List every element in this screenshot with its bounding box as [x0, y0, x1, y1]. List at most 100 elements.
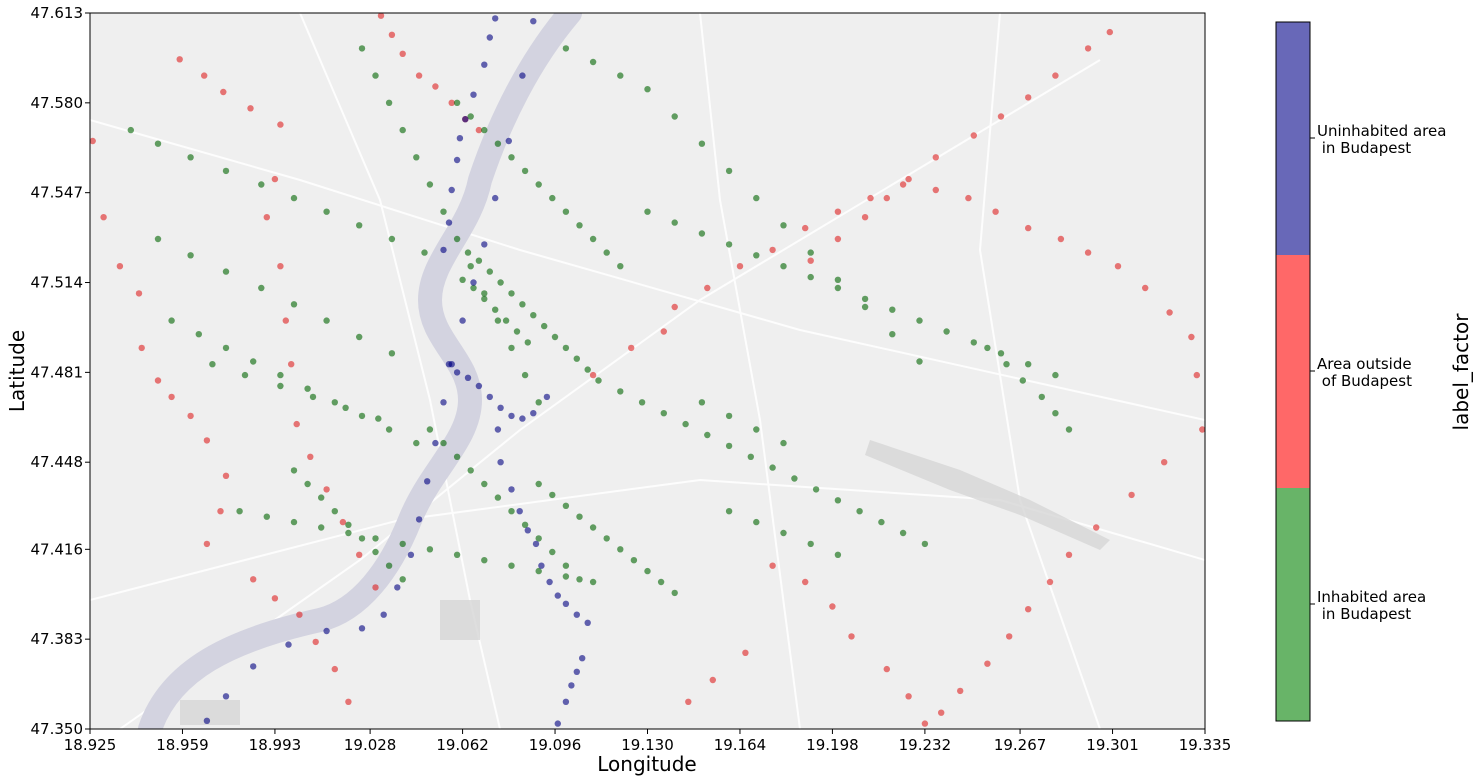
uninhabited-area-in-budapest-point: [519, 415, 526, 422]
inhabited-area-in-budapest-point: [508, 290, 515, 297]
inhabited-area-in-budapest-point: [524, 339, 531, 346]
uninhabited-area-in-budapest-point: [415, 516, 423, 523]
inhabited-area-in-budapest-point: [241, 371, 249, 379]
inhabited-area-in-budapest-point: [309, 393, 317, 401]
area-outside-of-budapest-point: [802, 224, 809, 232]
area-outside-of-budapest-point: [736, 263, 744, 270]
inhabited-area-in-budapest-point: [704, 431, 711, 439]
inhabited-area-in-budapest-point: [508, 154, 515, 161]
area-outside-of-budapest-point: [628, 344, 635, 352]
inhabited-area-in-budapest-point: [834, 551, 842, 558]
inhabited-area-in-budapest-point: [399, 576, 406, 583]
y-tick-label: 47.448: [31, 453, 84, 471]
area-outside-of-budapest-point: [307, 453, 314, 460]
inhabited-area-in-budapest-point: [508, 508, 515, 515]
inhabited-area-in-budapest-point: [1019, 377, 1026, 384]
inhabited-area-in-budapest-point: [589, 524, 597, 531]
y-tick-label: 47.416: [31, 540, 84, 558]
inhabited-area-in-budapest-point: [440, 208, 447, 215]
inhabited-area-in-budapest-point: [638, 399, 646, 406]
area-outside-of-budapest-point: [203, 437, 211, 444]
area-outside-of-budapest-point: [217, 508, 224, 515]
inhabited-area-in-budapest-point: [453, 453, 461, 460]
inhabited-area-in-budapest-point: [970, 339, 977, 346]
area-outside-of-budapest-point: [135, 290, 143, 297]
inhabited-area-in-budapest-point: [535, 567, 542, 575]
inhabited-area-in-budapest-point: [549, 491, 556, 499]
area-outside-of-budapest-point: [921, 720, 929, 727]
area-outside-of-budapest-point: [271, 175, 279, 183]
area-outside-of-budapest-point: [154, 377, 162, 384]
area-outside-of-budapest-point: [116, 263, 124, 270]
inhabited-area-in-budapest-point: [671, 219, 678, 226]
area-outside-of-budapest-point: [905, 693, 912, 700]
area-outside-of-budapest-point: [277, 121, 284, 128]
inhabited-area-in-budapest-point: [372, 548, 379, 556]
inhabited-area-in-budapest-point: [834, 276, 842, 283]
area-outside-of-budapest-point: [288, 361, 295, 368]
inhabited-area-in-budapest-point: [467, 263, 474, 270]
uninhabited-area-in-budapest-point: [543, 393, 551, 401]
area-outside-of-budapest-point: [222, 472, 230, 479]
inhabited-area-in-budapest-point: [657, 578, 665, 586]
inhabited-area-in-budapest-point: [187, 252, 194, 259]
uninhabited-area-in-budapest-point: [470, 279, 477, 286]
inhabited-area-in-budapest-point: [290, 194, 298, 202]
area-outside-of-budapest-point: [271, 595, 279, 602]
inhabited-area-in-budapest-point: [222, 344, 230, 352]
inhabited-area-in-budapest-point: [997, 350, 1005, 357]
uninhabited-area-in-budapest-point: [445, 219, 453, 226]
uninhabited-area-in-budapest-point: [573, 668, 580, 675]
inhabited-area-in-budapest-point: [603, 249, 610, 256]
inhabited-area-in-budapest-point: [290, 467, 298, 474]
uninhabited-area-in-budapest-point: [358, 625, 366, 632]
inhabited-area-in-budapest-point: [521, 167, 529, 175]
inhabited-area-in-budapest-point: [399, 540, 406, 548]
area-outside-of-budapest-point: [1142, 284, 1149, 292]
area-outside-of-budapest-point: [769, 562, 776, 569]
inhabited-area-in-budapest-point: [753, 194, 760, 202]
area-outside-of-budapest-point: [448, 99, 455, 107]
inhabited-area-in-budapest-point: [943, 328, 950, 335]
area-outside-of-budapest-point: [905, 175, 912, 183]
area-outside-of-budapest-point: [899, 181, 907, 188]
x-tick-label: 19.164: [714, 736, 767, 754]
uninhabited-area-in-budapest-point: [486, 393, 493, 401]
inhabited-area-in-budapest-point: [304, 385, 311, 392]
inhabited-area-in-budapest-point: [304, 480, 311, 488]
area-outside-of-budapest-point: [957, 687, 964, 695]
inhabited-area-in-budapest-point: [562, 45, 570, 52]
inhabited-area-in-budapest-point: [878, 518, 885, 526]
inhabited-area-in-budapest-point: [780, 263, 787, 270]
y-tick-label: 47.514: [31, 274, 84, 292]
uninhabited-area-in-budapest-point: [532, 540, 540, 548]
inhabited-area-in-budapest-point: [889, 306, 896, 313]
colorbar-label-outside: Area outside of Budapest: [1317, 355, 1416, 390]
uninhabited-area-in-budapest-point: [424, 478, 431, 485]
inhabited-area-in-budapest-point: [464, 249, 472, 256]
uninhabited-area-in-budapest-point: [459, 317, 466, 324]
inhabited-area-in-budapest-point: [513, 328, 521, 335]
inhabited-area-in-budapest-point: [671, 113, 678, 120]
inhabited-area-in-budapest-point: [209, 361, 216, 368]
inhabited-area-in-budapest-point: [535, 535, 542, 542]
inhabited-area-in-budapest-point: [358, 535, 366, 542]
inhabited-area-in-budapest-point: [589, 58, 597, 66]
inhabited-area-in-budapest-point: [753, 426, 760, 433]
inhabited-area-in-budapest-point: [345, 529, 352, 537]
inhabited-area-in-budapest-point: [595, 377, 602, 384]
area-outside-of-budapest-point: [997, 113, 1005, 120]
area-outside-of-budapest-point: [296, 611, 303, 618]
uninhabited-area-in-budapest-point: [481, 61, 488, 68]
colorbar-title: label_factor: [1449, 313, 1473, 431]
x-axis-label: Longitude: [597, 752, 696, 776]
inhabited-area-in-budapest-point: [769, 464, 776, 471]
inhabited-area-in-budapest-point: [440, 439, 447, 447]
uninhabited-area-in-budapest-point: [222, 693, 230, 700]
area-outside-of-budapest-point: [312, 638, 319, 646]
inhabited-area-in-budapest-point: [916, 317, 923, 324]
area-outside-of-budapest-point: [339, 518, 347, 526]
area-outside-of-budapest-point: [168, 393, 175, 401]
area-outside-of-budapest-point: [1188, 333, 1195, 341]
area-outside-of-budapest-point: [861, 214, 869, 221]
